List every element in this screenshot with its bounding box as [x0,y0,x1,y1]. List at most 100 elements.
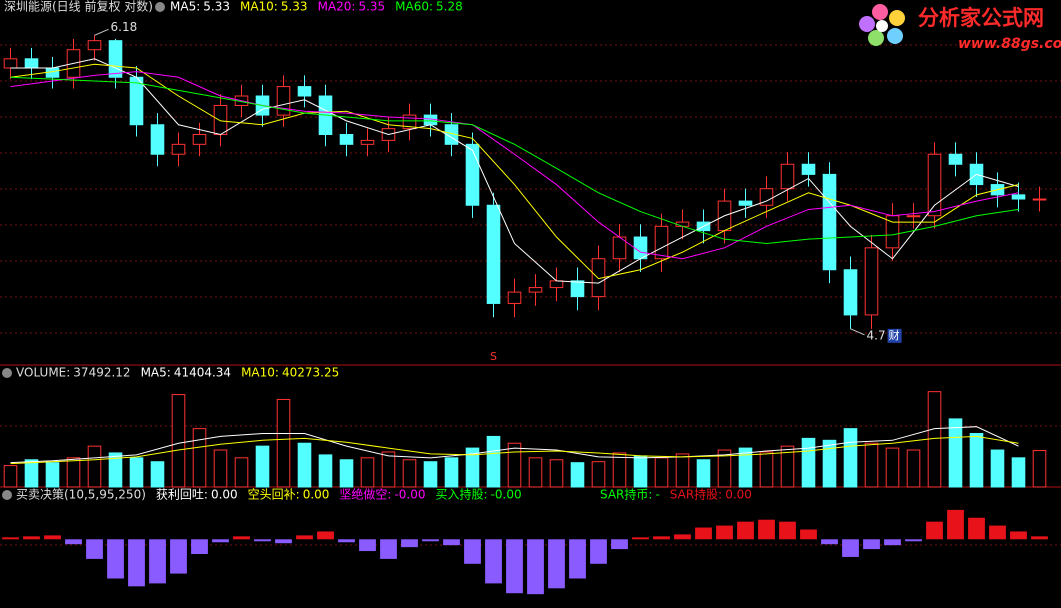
histogram-bar [884,539,901,546]
candle-body [465,143,480,206]
volume-bar [339,459,354,488]
volume-bar [381,451,396,488]
volume-bar [66,457,81,488]
candle-body [339,133,354,145]
histogram-bar [254,539,271,542]
candle-body [864,247,879,316]
histogram-bar [296,535,313,540]
histogram-bar [149,539,166,584]
volume-bar [234,457,249,488]
volume-bar [45,462,60,488]
histogram-bar [2,537,19,540]
volume-bar [654,457,669,488]
volume-bar [528,457,543,488]
volume-bar [507,442,522,488]
logo-text: 分析家公式网 [918,6,1044,30]
indicator-name: 空头回补: [248,488,300,502]
candle-body [87,40,102,51]
histogram-bar [653,536,670,540]
histogram-bar [380,539,397,559]
candle-body [171,143,186,155]
volume-bar [3,465,18,488]
candle-body [822,173,837,271]
histogram-bar [44,535,61,540]
low-label: 4.7 [867,328,886,342]
candle-body [843,269,858,316]
legend-text: MA10: [240,0,278,14]
volume-bar [885,447,900,488]
logo-url: www.88gs.com [958,36,1061,52]
histogram-bar [716,525,733,540]
histogram-bar [842,539,859,557]
annotation-arrow [94,28,109,36]
histogram-bar [359,539,376,552]
histogram-bar [422,539,439,542]
candle-body [1011,194,1026,200]
volume-bar [864,442,879,488]
volume-bar [759,451,774,488]
histogram-bar [863,539,880,550]
volume-bar [423,461,438,488]
volume-bar [549,459,564,488]
histogram-bar [905,539,922,542]
legend-text: 5.35 [358,0,385,14]
volume-bar [1032,450,1047,488]
volume-bar [696,459,711,488]
histogram-bar [821,539,838,545]
candle-body [948,153,963,165]
candle-body [129,76,144,126]
candle-body [3,58,18,69]
indicator-value: - [655,488,659,502]
volume-bar [129,457,144,488]
histogram-bar [926,521,943,540]
legend-text: MA5: [141,366,171,380]
histogram-bar [317,531,334,540]
indicator-value: -0.00 [491,488,522,502]
indicator-name: SAR持股: [670,487,722,502]
histogram-bar [947,509,964,540]
histogram-bar [968,517,985,540]
candle-body [108,40,123,78]
volume-bar [780,445,795,488]
volume-bar [570,462,585,488]
volume-bar [633,455,648,488]
menu-icon [2,490,12,500]
volume-bar [738,447,753,488]
volume-bar [276,398,291,488]
indicator-name: SAR持币: [600,487,652,502]
legend-text: 5.33 [281,0,308,14]
volume-bar [192,428,207,488]
histogram-bar [632,537,649,540]
volume-bar [990,449,1005,488]
volume-bar [465,447,480,488]
histogram-bar [128,539,145,587]
candle-body [906,215,921,218]
candle-body [297,86,312,97]
candle-body [549,280,564,289]
logo: 分析家公式网 www.88gs.com [859,4,1061,52]
histogram-bar [107,539,124,579]
volume-ma-line [10,435,1019,465]
legend-text: MA60: [395,0,433,14]
candle-body [738,200,753,206]
volume-bar [87,445,102,488]
indicator-value: 0.00 [725,488,752,502]
candle-body [360,139,375,145]
candle-body [570,280,585,298]
histogram-bar [506,539,523,594]
indicator-name: 买入持股: [436,487,488,502]
histogram-bar [779,521,796,540]
volume-bar [717,449,732,488]
volume-bar [801,437,816,488]
indicator-value: 0.00 [303,488,330,502]
histogram-bar [1031,536,1048,540]
histogram-bar [233,536,250,540]
legend-text: 5.33 [203,0,230,14]
histogram-bar [464,539,481,564]
candle-body [801,163,816,175]
volume-bar [486,435,501,488]
ma-line [10,63,1019,280]
volume-bar [108,452,123,488]
indicator-name: 坚绝做空: [339,487,391,502]
sell-signal: S [490,350,497,363]
